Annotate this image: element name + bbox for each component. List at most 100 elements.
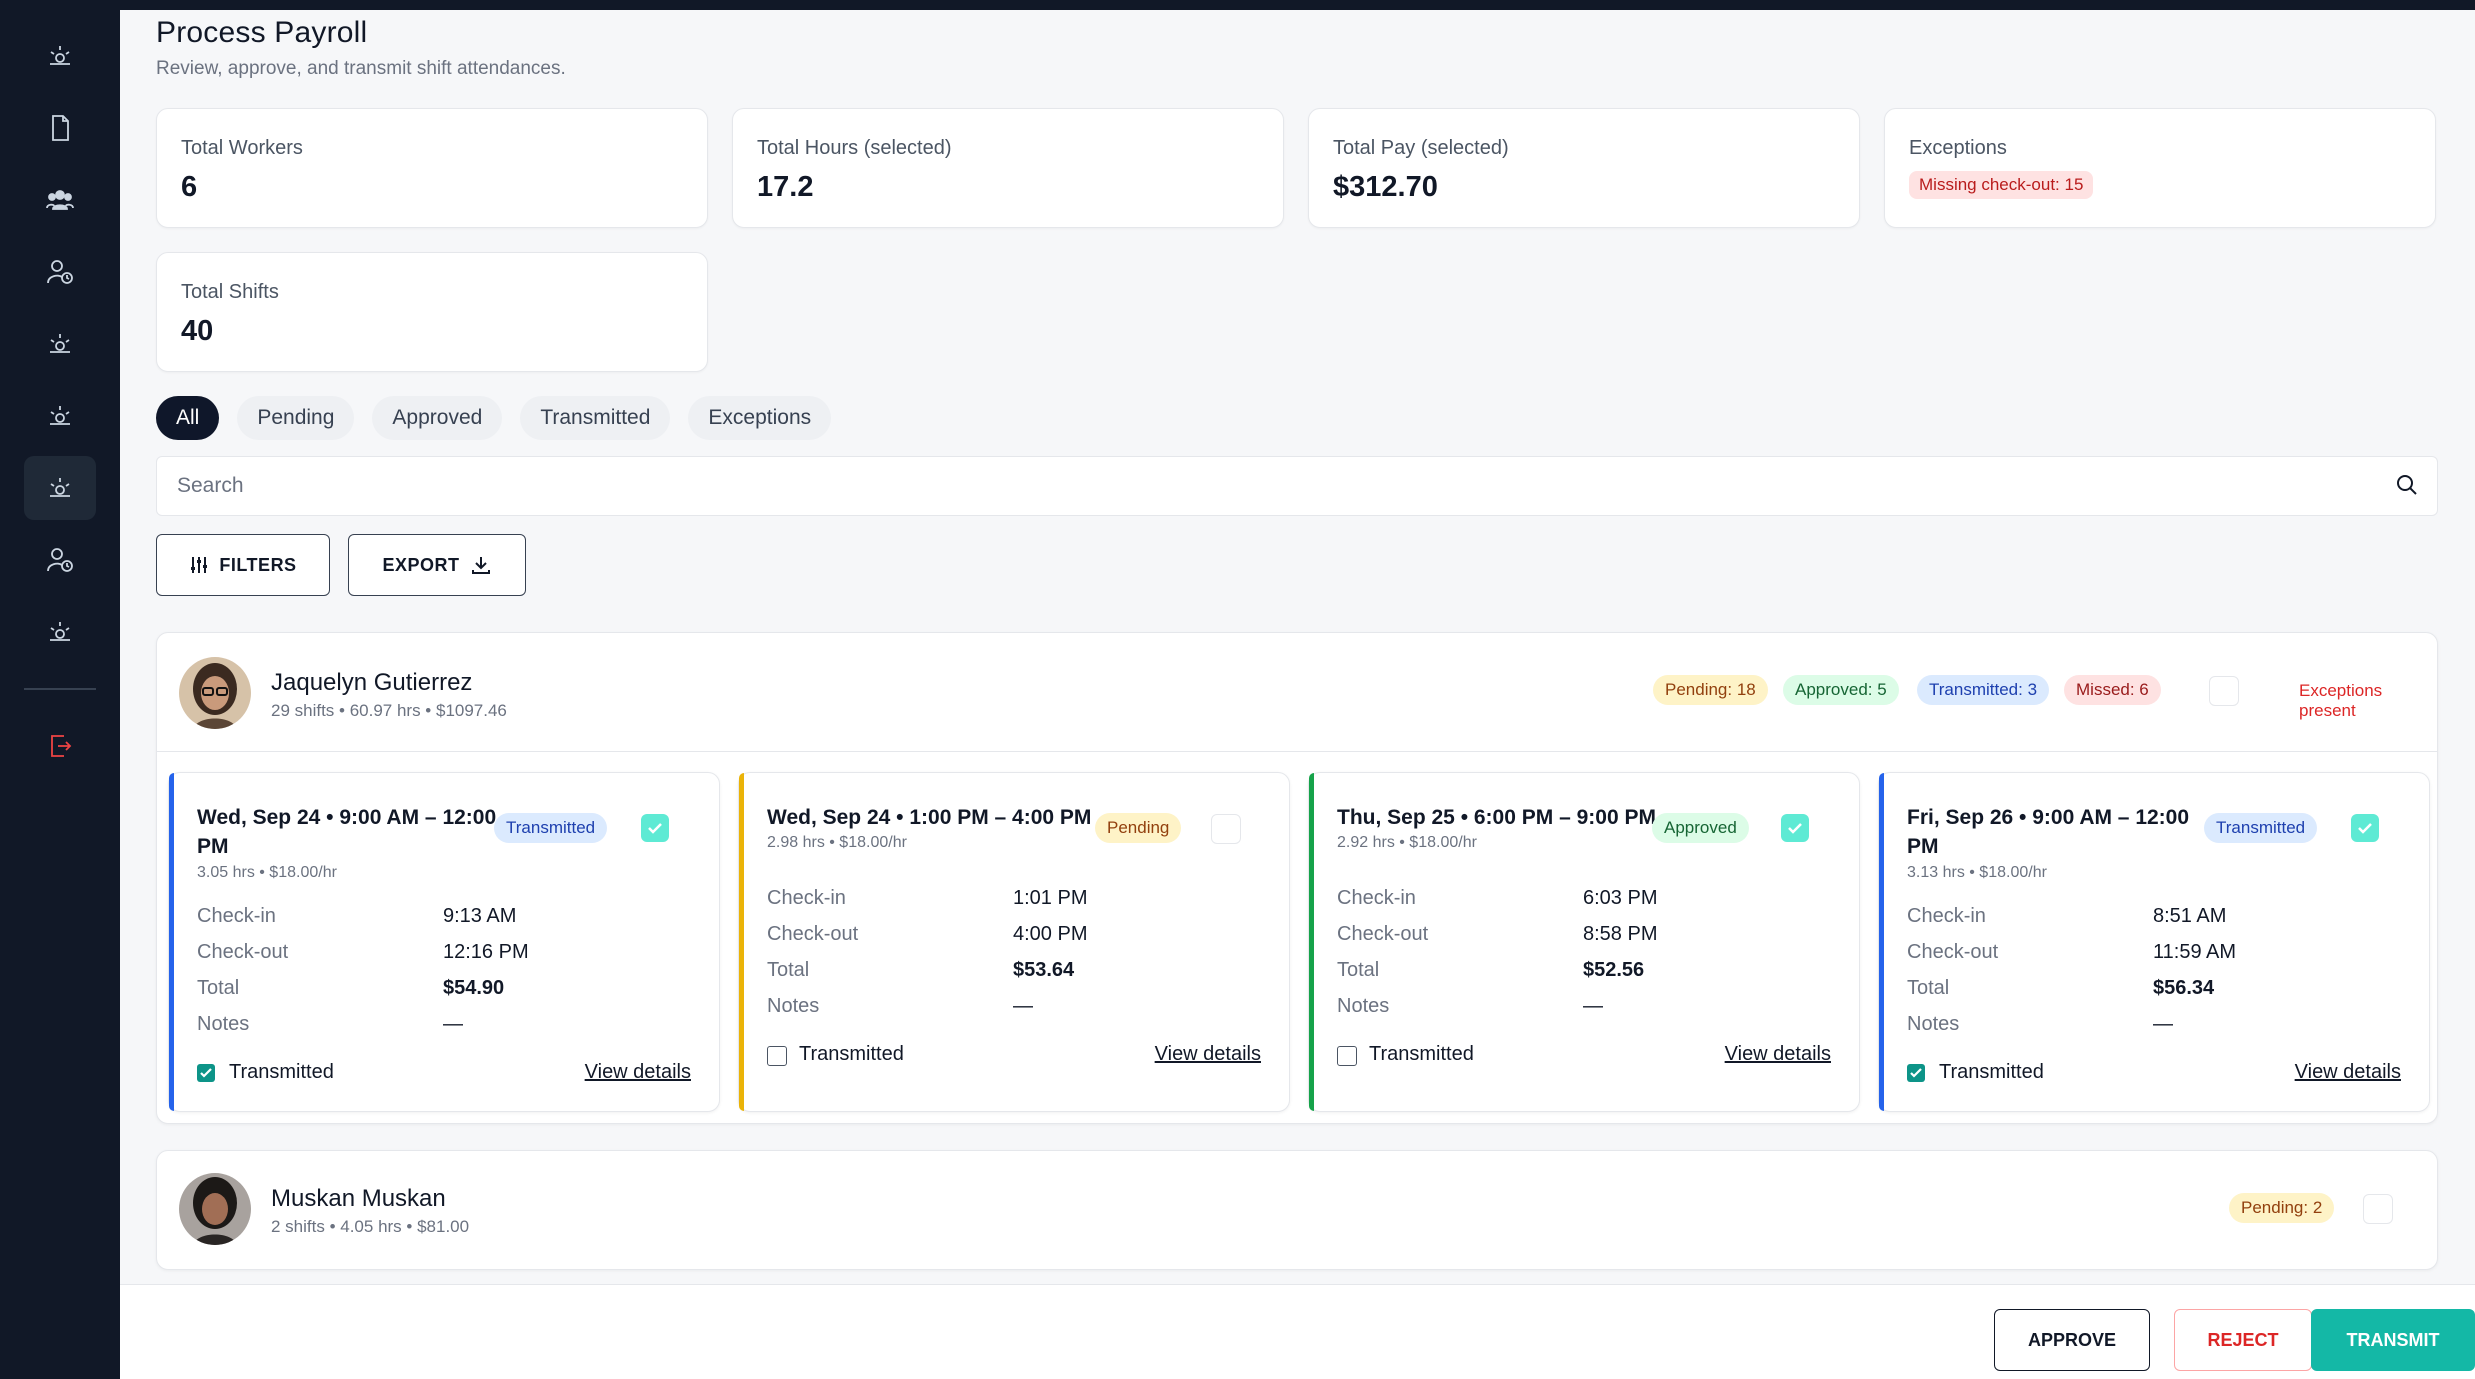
view-details-link[interactable]: View details (584, 1061, 691, 1083)
shift-title: Wed, Sep 24 • 1:00 PM – 4:00 PM (767, 806, 1092, 829)
pending-count-badge: Pending: 2 (2229, 1193, 2335, 1223)
total-value: $52.56 (1583, 959, 1645, 981)
view-details-link[interactable]: View details (1154, 1043, 1261, 1065)
stat-total-workers: Total Workers 6 (156, 108, 708, 228)
checkin-label: Check-in (1907, 905, 1986, 927)
transmitted-count-badge: Transmitted: 3 (1917, 675, 2050, 705)
shift-select-checkbox[interactable] (2351, 814, 2379, 842)
filters-label: FILTERS (219, 554, 297, 575)
shift-status-badge: Pending (1095, 813, 1182, 843)
user-clock-icon (47, 548, 73, 572)
transmitted-checkbox[interactable] (1907, 1064, 1925, 1082)
approved-count-badge: Approved: 5 (1783, 675, 1899, 705)
worker-meta: 29 shifts • 60.97 hrs • $1097.46 (271, 701, 507, 720)
nav-item-9[interactable] (24, 600, 96, 664)
filters-button[interactable]: FILTERS (156, 534, 330, 596)
check-icon (1788, 823, 1802, 834)
checkin-value: 9:13 AM (443, 905, 517, 927)
tab-approved[interactable]: Approved (372, 396, 503, 440)
shift-subtitle: 3.05 hrs • $18.00/hr (197, 864, 337, 881)
checkout-value: 12:16 PM (443, 941, 529, 963)
total-label: Total (1337, 959, 1380, 981)
checkin-value: 1:01 PM (1013, 887, 1088, 909)
total-label: Total (1907, 977, 1950, 999)
sun-icon (50, 622, 70, 641)
sun-icon (50, 406, 70, 425)
shift-card: Wed, Sep 24 • 9:00 AM – 12:00 PM 3.05 hr… (168, 772, 720, 1112)
sliders-icon (191, 557, 208, 573)
checkout-value: 11:59 AM (2153, 941, 2237, 963)
nav-dashboard[interactable] (24, 24, 96, 88)
shift-status-badge: Transmitted (494, 813, 608, 843)
export-label: EXPORT (382, 554, 460, 575)
status-bar (1879, 773, 1884, 1111)
stat-value: 40 (181, 315, 214, 347)
worker-select-checkbox[interactable] (2363, 1194, 2393, 1224)
transmit-button[interactable]: TRANSMIT (2311, 1309, 2475, 1371)
user-clock-icon (47, 260, 73, 284)
search-icon[interactable] (2395, 473, 2419, 497)
notes-label: Notes (1907, 1013, 1960, 1035)
total-value: $54.90 (443, 977, 505, 999)
search-input[interactable]: Search (156, 456, 2438, 516)
shift-select-checkbox[interactable] (641, 814, 669, 842)
checkin-label: Check-in (1337, 887, 1416, 909)
transmitted-checkbox[interactable] (1337, 1046, 1357, 1066)
worker-card: Muskan Muskan 2 shifts • 4.05 hrs • $81.… (156, 1150, 2438, 1270)
transmitted-checkbox[interactable] (197, 1064, 215, 1082)
sun-icon (50, 46, 70, 65)
nav-item-6[interactable] (24, 384, 96, 448)
view-details-link[interactable]: View details (2294, 1061, 2401, 1083)
worker-select-checkbox[interactable] (2209, 676, 2239, 706)
bottom-action-bar: APPROVE REJECT TRANSMIT (120, 1284, 2475, 1379)
nav-logout[interactable] (24, 714, 96, 778)
stat-label: Exceptions (1909, 137, 2007, 159)
view-details-link[interactable]: View details (1724, 1043, 1831, 1065)
shift-card: Wed, Sep 24 • 1:00 PM – 4:00 PM 2.98 hrs… (738, 772, 1290, 1112)
nav-documents[interactable] (24, 96, 96, 160)
sidebar-divider (24, 688, 96, 690)
checkout-label: Check-out (767, 923, 859, 945)
shift-select-checkbox[interactable] (1211, 814, 1241, 844)
worker-name: Jaquelyn Gutierrez (271, 669, 473, 696)
reject-button[interactable]: REJECT (2174, 1309, 2312, 1371)
nav-team[interactable] (24, 168, 96, 232)
approve-button[interactable]: APPROVE (1994, 1309, 2150, 1371)
export-button[interactable]: EXPORT (348, 534, 526, 596)
total-label: Total (197, 977, 240, 999)
tab-pending[interactable]: Pending (237, 396, 355, 440)
shift-card: Fri, Sep 26 • 9:00 AM – 12:00 PM 3.13 hr… (1878, 772, 2430, 1112)
total-value: $53.64 (1013, 959, 1075, 981)
shift-select-checkbox[interactable] (1781, 814, 1809, 842)
shift-status-badge: Approved (1652, 813, 1749, 843)
top-bar (120, 0, 2475, 10)
nav-user-check[interactable] (24, 240, 96, 304)
transmitted-checkbox[interactable] (767, 1046, 787, 1066)
transmitted-checkbox-label: Transmitted (1939, 1061, 2044, 1083)
stat-exceptions: Exceptions Missing check-out: 15 (1884, 108, 2436, 228)
total-label: Total (767, 959, 810, 981)
stat-label: Total Workers (181, 137, 303, 159)
shift-title: Fri, Sep 26 • 9:00 AM – 12:00 PM (1907, 806, 2190, 858)
sun-icon (50, 334, 70, 353)
tab-all[interactable]: All (156, 396, 220, 440)
notes-value: — (2153, 1013, 2173, 1035)
nav-payroll[interactable] (24, 456, 96, 520)
stat-total-hours: Total Hours (selected) 17.2 (732, 108, 1284, 228)
shift-subtitle: 3.13 hrs • $18.00/hr (1907, 864, 2047, 881)
check-icon (200, 1068, 212, 1078)
download-icon (471, 557, 490, 574)
nav-item-5[interactable] (24, 312, 96, 376)
stat-label: Total Pay (selected) (1333, 137, 1509, 159)
avatar (179, 657, 251, 729)
nav-user-check-2[interactable] (24, 528, 96, 592)
shift-subtitle: 2.92 hrs • $18.00/hr (1337, 834, 1477, 851)
filter-tabs: All Pending Approved Transmitted Excepti… (156, 396, 832, 440)
search-placeholder: Search (177, 474, 244, 497)
tab-exceptions[interactable]: Exceptions (688, 396, 832, 440)
avatar (179, 1173, 251, 1245)
tab-transmitted[interactable]: Transmitted (520, 396, 671, 440)
notes-label: Notes (767, 995, 820, 1017)
page-subtitle: Review, approve, and transmit shift atte… (156, 58, 566, 79)
checkout-label: Check-out (1337, 923, 1429, 945)
